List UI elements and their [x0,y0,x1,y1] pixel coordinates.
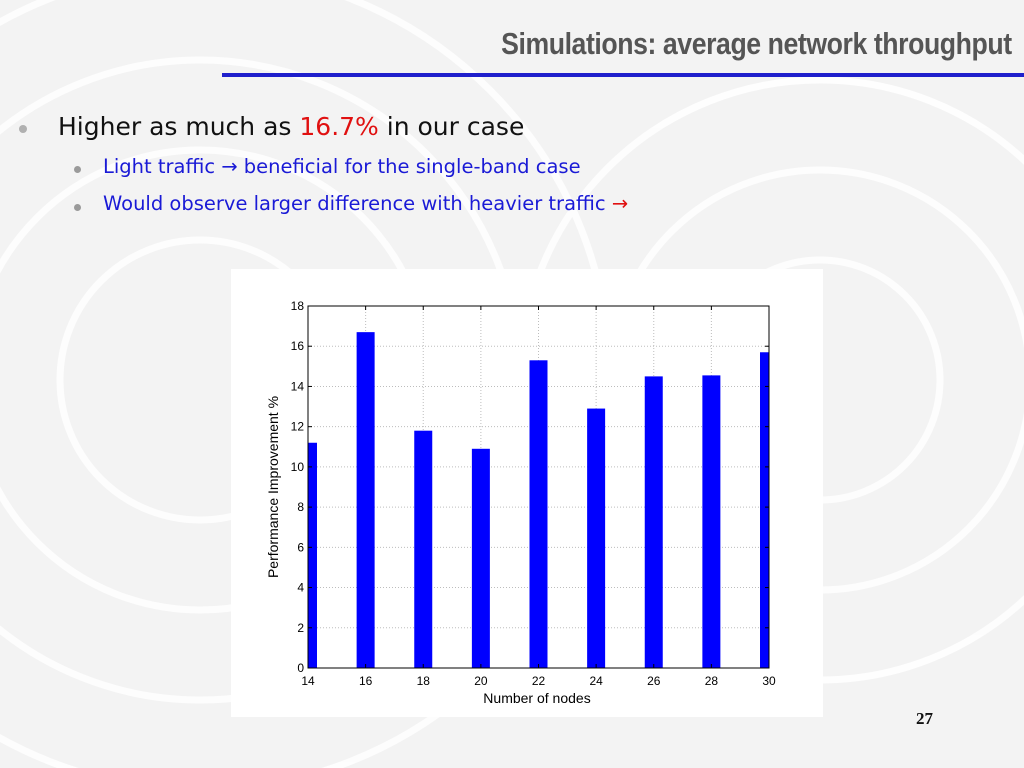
x-tick-label: 22 [532,674,546,688]
bar-20 [471,448,490,668]
x-tick-label: 24 [589,674,603,688]
y-tick-label: 12 [291,420,305,434]
main-bullet-suffix: in our case [378,112,525,141]
x-tick-label: 16 [359,674,373,688]
y-tick-label: 10 [291,460,305,474]
bar-26 [644,376,663,668]
sub-bullet-1-text: Light traffic [103,155,222,178]
bar-24 [587,408,606,668]
x-tick-label: 28 [705,674,719,688]
title-underline [222,73,1024,77]
y-tick-label: 18 [291,299,305,313]
x-tick-label: 26 [647,674,661,688]
y-tick-label: 0 [297,661,304,675]
bar-18 [414,430,433,668]
bar-22 [529,360,548,668]
y-tick-label: 16 [291,339,305,353]
y-tick-label: 2 [297,621,304,635]
bar-16 [356,332,375,668]
x-tick-label: 30 [762,674,776,688]
sub-bullet-dot [74,166,81,173]
sub-bullet-1-rest: beneficial for the single-band case [237,155,581,178]
bar-30 [760,352,769,668]
bar-series [308,332,769,668]
page-number: 27 [916,709,933,728]
y-axis-label: Performance Improvement % [265,396,281,578]
x-tick-label: 18 [417,674,431,688]
arrow-right-icon: → [611,192,629,215]
slide-title: Simulations: average network throughput [501,26,1012,61]
sub-bullet-dot [74,204,81,211]
sub-bullet-2-text: Would observe larger difference with hea… [103,192,612,215]
chart-panel: 0 2 4 6 8 10 12 14 16 18 14 16 18 20 22 24 26 28 30 Number… [231,269,823,717]
sub-bullet-1: Light traffic → beneficial for the singl… [103,155,581,178]
y-tick-label: 4 [297,581,304,595]
y-tick-label: 14 [291,379,305,393]
arrow-right-icon: → [221,155,238,178]
main-bullet-prefix: Higher as much as [58,112,300,141]
x-tick-label: 14 [301,674,315,688]
x-tick-label: 20 [474,674,488,688]
x-axis-label: Number of nodes [483,690,590,706]
bar-14 [308,442,317,668]
main-bullet-highlight: 16.7% [299,112,379,141]
y-tick-label: 6 [297,540,304,554]
bar-28 [702,375,721,668]
bullet-dot [19,125,27,133]
sub-bullet-2: Would observe larger difference with hea… [103,192,628,215]
y-tick-label: 8 [297,500,304,514]
main-bullet: Higher as much as 16.7% in our case [58,112,524,141]
